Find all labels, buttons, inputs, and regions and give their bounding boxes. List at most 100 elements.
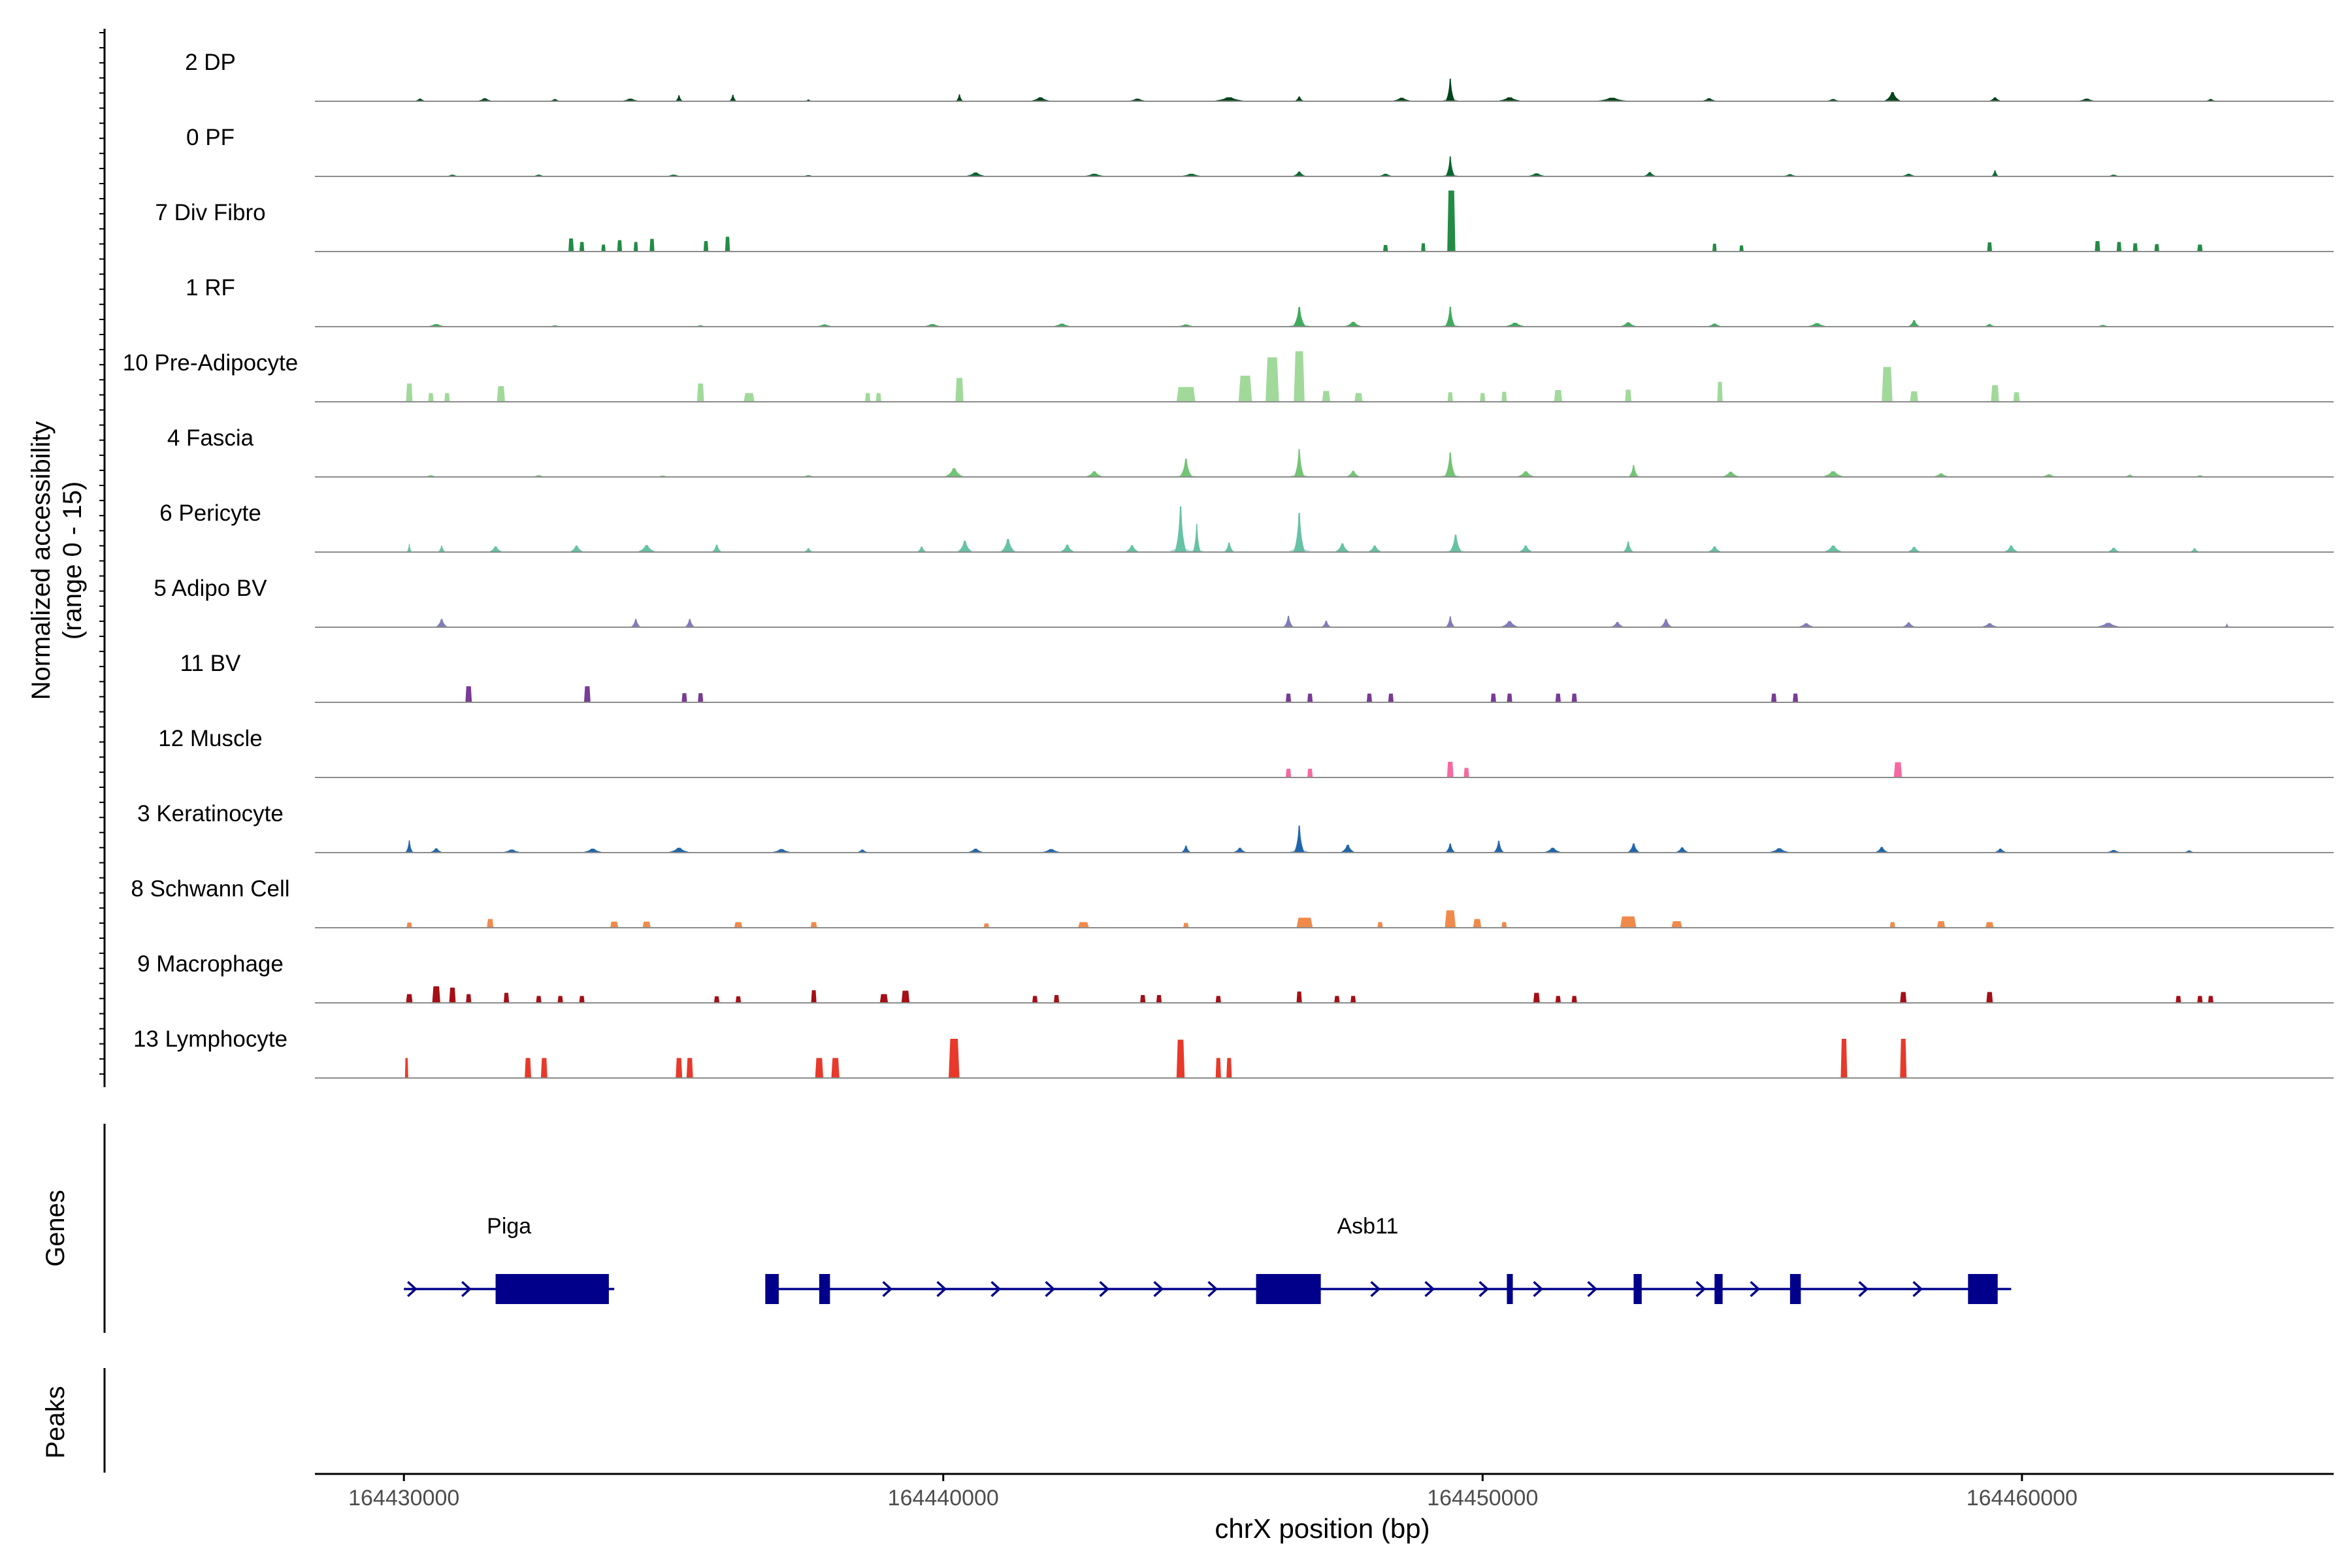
track-11: 3 Keratinocyte: [137, 801, 2334, 853]
peak: [1893, 762, 1903, 777]
peak: [1445, 78, 1456, 101]
peak: [1215, 996, 1221, 1003]
strand-arrow: [1153, 1281, 1164, 1298]
peak: [865, 393, 871, 402]
exon: [819, 1274, 830, 1304]
peak: [487, 546, 504, 552]
peak: [1320, 621, 1332, 627]
peak: [406, 384, 413, 402]
peak: [1446, 762, 1454, 777]
peak: [1350, 996, 1356, 1003]
peak: [1238, 376, 1252, 402]
strand-arrow: [1424, 1281, 1435, 1298]
peak: [1622, 542, 1634, 552]
peak: [406, 994, 413, 1003]
peak: [1792, 693, 1799, 702]
track-label: 7 Div Fibro: [155, 200, 265, 225]
peak: [1930, 473, 1952, 477]
peak: [1542, 847, 1564, 853]
peak: [1514, 471, 1537, 477]
peak: [1889, 922, 1895, 928]
peak: [2092, 623, 2125, 627]
peak: [428, 848, 445, 853]
peak: [1285, 768, 1292, 777]
peak: [1820, 471, 1847, 477]
track-5: 10 Pre-Adipocyte: [123, 350, 2334, 402]
peak: [465, 686, 472, 702]
peak: [1294, 449, 1305, 477]
strand-arrow: [461, 1281, 472, 1298]
peak: [1991, 170, 1999, 176]
peak: [405, 840, 414, 853]
peak: [2002, 546, 2019, 552]
strand-arrow: [1099, 1281, 1110, 1298]
track-9: 11 BV: [180, 651, 2334, 703]
gene-name: Piga: [487, 1214, 531, 1239]
strand-arrow: [1370, 1281, 1381, 1298]
exon: [1789, 1274, 1801, 1304]
peak: [728, 95, 737, 101]
peak: [1292, 307, 1306, 327]
track-label: 13 Lymphocyte: [133, 1026, 287, 1052]
peak: [956, 540, 973, 552]
peak: [1717, 382, 1723, 402]
peak: [1706, 546, 1723, 552]
peak: [601, 244, 606, 252]
peak: [1140, 995, 1146, 1003]
peak: [2154, 244, 2159, 252]
peak: [1987, 242, 1993, 252]
peak: [1421, 243, 1426, 252]
peak: [444, 393, 450, 402]
peak: [803, 548, 814, 552]
peak: [1620, 916, 1637, 928]
strand-arrow: [1045, 1281, 1056, 1298]
peak: [579, 996, 585, 1003]
peak: [1266, 357, 1279, 402]
peak: [1712, 244, 1717, 252]
peak: [1463, 768, 1469, 777]
peak: [675, 95, 683, 101]
peak: [1291, 171, 1307, 176]
track-label: 11 BV: [180, 651, 241, 676]
peak: [1590, 97, 1634, 101]
peak: [949, 1039, 960, 1078]
peak: [568, 546, 585, 552]
peak: [1032, 996, 1038, 1003]
peak: [649, 238, 655, 252]
exon: [1968, 1274, 1998, 1304]
peak: [1037, 849, 1065, 853]
exon: [1507, 1274, 1513, 1304]
track-1: 2 DP: [185, 50, 2334, 102]
exon: [765, 1274, 779, 1304]
peak: [1501, 922, 1507, 928]
peak: [1473, 919, 1482, 928]
peak: [1083, 471, 1105, 477]
peak: [1625, 389, 1632, 402]
peak: [557, 996, 563, 1003]
peak: [1445, 616, 1456, 627]
peak: [583, 686, 591, 702]
peak: [1174, 506, 1187, 552]
exon: [495, 1274, 609, 1304]
peak: [630, 619, 642, 627]
peak: [579, 849, 606, 853]
peak: [1992, 849, 2009, 853]
peak: [1445, 156, 1456, 176]
track-label: 9 Macrophage: [137, 951, 284, 977]
peak: [1987, 97, 2003, 101]
peak: [1224, 542, 1235, 552]
peak: [684, 619, 696, 627]
peak: [474, 98, 496, 101]
peak: [1765, 848, 1793, 853]
peak: [610, 921, 619, 928]
peak: [2197, 244, 2203, 252]
peak: [696, 384, 704, 402]
peak: [1447, 190, 1456, 252]
peak: [1026, 97, 1054, 101]
peak: [1445, 843, 1456, 853]
x-axis-label: chrX position (bp): [1215, 1513, 1429, 1544]
peak: [711, 544, 723, 552]
peak: [943, 468, 965, 477]
